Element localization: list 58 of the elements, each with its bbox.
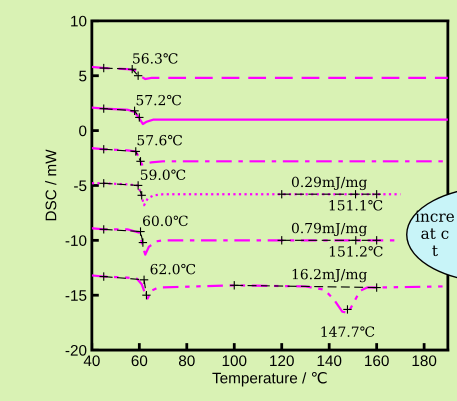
annotation: 57.6℃ [138, 134, 182, 146]
x-tick-label: 120 [270, 355, 294, 366]
line-series [92, 66, 448, 80]
x-tick-label: 60 [132, 355, 148, 366]
annotation: incre at c t [416, 210, 454, 256]
point [372, 236, 382, 246]
point [136, 226, 146, 236]
annotation: 60.0℃ [143, 216, 188, 226]
point [372, 282, 382, 292]
y-tick-label: 5 [79, 70, 86, 82]
line-series [92, 106, 448, 126]
point [127, 64, 137, 74]
annotation: 151.1℃ [330, 200, 382, 211]
x-tick-label: 100 [222, 355, 246, 366]
point [139, 275, 149, 285]
x-tick-label: 160 [365, 355, 389, 366]
point [133, 71, 143, 80]
annotation: 147.7℃ [322, 326, 374, 337]
y-tick-label: -5 [74, 180, 86, 192]
point [99, 63, 108, 73]
point [372, 190, 382, 199]
point [130, 106, 140, 116]
point [99, 104, 108, 114]
y-tick-label: 0 [79, 125, 86, 136]
y-tick-label: -15 [66, 290, 86, 301]
annotation: 62.0℃ [150, 264, 196, 274]
point [342, 304, 352, 314]
point [277, 236, 286, 246]
annotation: 57.2℃ [136, 94, 182, 106]
point [99, 272, 108, 282]
point [99, 144, 108, 154]
point [142, 290, 152, 300]
y-tick-label: -10 [66, 235, 86, 246]
point [138, 238, 148, 248]
annotation: 56.3℃ [133, 53, 178, 64]
point [133, 180, 143, 190]
annotation: 0.29mJ/mg [292, 176, 367, 190]
x-tick-label: 140 [318, 355, 342, 366]
point [99, 224, 108, 234]
annotation: 151.2℃ [330, 246, 383, 257]
point [351, 236, 360, 246]
annotation: 16.2mJ/mg [292, 268, 367, 282]
y-tick-label: 10 [71, 16, 86, 27]
x-tick-label: 80 [178, 355, 195, 366]
point [230, 280, 239, 290]
annotation: 0.79mJ/mg [292, 222, 367, 236]
x-tick-label: 40 [84, 355, 100, 366]
point [99, 178, 108, 188]
point [134, 112, 144, 122]
point [277, 190, 286, 199]
point [136, 156, 146, 166]
x-tick-label: 180 [412, 355, 436, 366]
x-axis-title: Temperature / ℃ [212, 372, 327, 386]
y-axis-title: DSC / mW [45, 149, 56, 220]
y-tick-label: -20 [66, 344, 86, 356]
point [136, 190, 146, 200]
annotation: 59.0℃ [140, 169, 186, 180]
point [131, 146, 140, 156]
